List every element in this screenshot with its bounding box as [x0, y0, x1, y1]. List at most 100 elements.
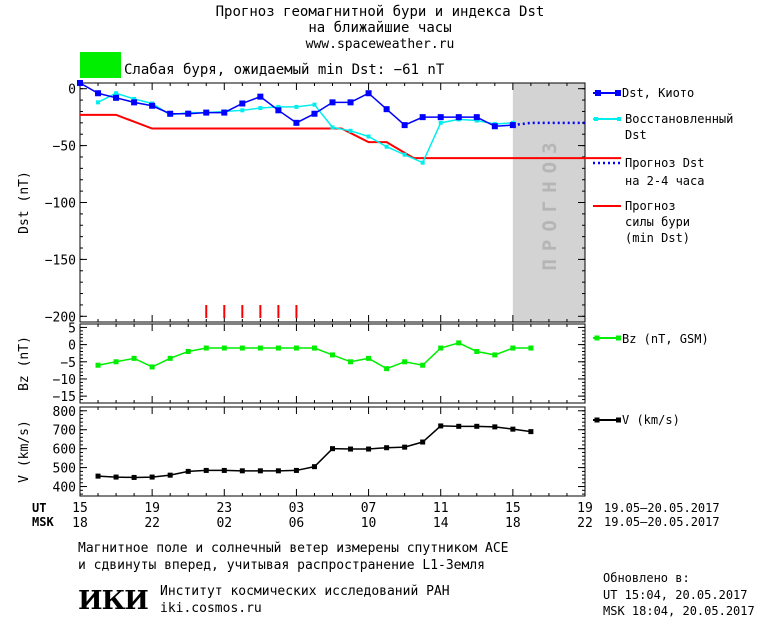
forecast-band-label: ПРОГНОЗ: [539, 134, 561, 270]
restored-dst-point: [114, 91, 119, 96]
msk-label: MSK: [32, 515, 54, 529]
x-tick-label-msk: 18: [72, 516, 88, 531]
updated-label: Обновлено в:: [603, 571, 690, 585]
legend-dst-kyoto-symbol-marker: [615, 90, 621, 96]
y-tick-label: 0: [68, 83, 76, 98]
footer-note-1: Магнитное поле и солнечный ветер измерен…: [78, 541, 509, 556]
v-point: [95, 473, 101, 479]
dst-kyoto-point: [167, 110, 174, 117]
panel-1-frame: [79, 82, 586, 323]
institute-url[interactable]: iki.cosmos.ru: [160, 601, 262, 616]
dst-kyoto-point: [311, 110, 318, 117]
bz-point: [528, 345, 534, 351]
restored-dst-point: [312, 102, 317, 107]
x-tick-label-msk: 02: [216, 516, 232, 531]
v-point: [438, 423, 444, 429]
v-point: [366, 446, 372, 452]
x-tick-label-msk: 22: [577, 516, 593, 531]
x-tick-label-msk: 22: [144, 516, 160, 531]
v-point: [348, 446, 354, 452]
v-point: [474, 423, 480, 429]
dst-kyoto-point: [491, 123, 498, 130]
panel-2-frame: [79, 323, 586, 404]
x-tick-label-ut: 15: [72, 501, 88, 516]
v-point: [456, 423, 462, 429]
bz-point: [420, 362, 426, 368]
site-url[interactable]: www.spaceweather.ru: [305, 37, 455, 52]
y-tick-label: −5: [60, 356, 76, 371]
restored-dst-point: [294, 104, 299, 109]
v-point: [113, 474, 119, 480]
dst-kyoto-point: [455, 114, 462, 121]
storm-forecast-line: [80, 113, 622, 160]
bz-point: [95, 362, 101, 368]
y-tick-label: −200: [45, 310, 76, 325]
bz-point: [275, 345, 281, 351]
footer-note-2: и сдвинуты вперед, учитывая распростране…: [78, 558, 485, 573]
restored-dst-point: [420, 160, 425, 165]
v-point: [492, 424, 498, 430]
v-point: [330, 446, 335, 452]
bz-point: [221, 345, 227, 351]
restored-dst-point: [438, 120, 443, 125]
v-point: [420, 439, 426, 445]
y-tick-label: 400: [53, 481, 76, 496]
legend-forecast-label-1: Прогноз Dst: [625, 156, 705, 170]
dst-kyoto-point: [257, 93, 264, 100]
v-point: [257, 468, 263, 474]
legend-v-symbol-marker: [594, 417, 600, 423]
y-tick-label: 800: [53, 405, 76, 420]
dst-kyoto-point: [131, 99, 138, 106]
page-title-line1: Прогноз геомагнитной бури и индекса Dst: [215, 4, 545, 20]
institute-name: Институт космических исследований РАН: [160, 584, 450, 599]
bz-point: [330, 352, 335, 358]
bz-point: [384, 366, 390, 372]
bz-point: [402, 359, 408, 365]
restored-dst-point: [132, 96, 137, 101]
bz-point: [348, 359, 354, 365]
dst-kyoto-point: [221, 109, 228, 116]
v-point: [293, 467, 299, 473]
bz-point: [311, 345, 317, 351]
legend-restored-label-2: Dst: [625, 128, 647, 142]
x-tick-label-ut: 15: [505, 501, 521, 516]
page-title-line2: на ближайшие часы: [308, 20, 452, 36]
x-tick-label-msk: 18: [505, 516, 521, 531]
ut-label: UT: [32, 501, 47, 515]
panel-1-ylabel: Dst (nT): [17, 171, 32, 234]
restored-dst-point: [474, 118, 479, 123]
y-tick-label: −100: [45, 197, 76, 212]
restored-dst-point: [240, 108, 245, 113]
dst-kyoto-point: [401, 122, 408, 129]
bz-point: [293, 345, 299, 351]
updated-ut: UT 15:04, 20.05.2017: [603, 588, 748, 602]
v-point: [131, 474, 137, 480]
dst-forecast-line: [512, 121, 585, 127]
bz-point: [366, 355, 372, 361]
dst-kyoto-point: [419, 114, 426, 121]
dst-kyoto-point: [77, 80, 83, 86]
bz-point: [113, 359, 119, 365]
legend-bz-symbol-marker: [616, 335, 621, 341]
y-tick-label: 0: [68, 339, 76, 354]
y-tick-label: −15: [53, 390, 76, 405]
y-tick-label: −150: [45, 253, 76, 268]
dst-kyoto-point: [365, 90, 372, 97]
dst-kyoto-point: [203, 109, 210, 116]
dst-kyoto-point: [383, 106, 390, 113]
x-tick-label-msk: 14: [433, 516, 449, 531]
dst-kyoto-point: [113, 94, 120, 101]
legend-bz-symbol-marker: [594, 335, 600, 341]
iki-logo[interactable]: ИКИ: [78, 586, 149, 616]
legend-storm-label-3: (min Dst): [625, 231, 691, 245]
restored-dst-point: [402, 152, 407, 157]
v-point: [149, 474, 155, 480]
legend-dst-kyoto-symbol-marker: [595, 90, 601, 96]
legend-v-symbol-marker: [616, 417, 621, 423]
date-range-msk: 19.05–20.05.2017: [604, 515, 720, 529]
legend-restored-symbol-marker: [617, 117, 621, 121]
y-tick-label: −50: [53, 140, 76, 155]
v-point: [275, 468, 281, 474]
date-range-ut: 19.05–20.05.2017: [604, 501, 720, 515]
